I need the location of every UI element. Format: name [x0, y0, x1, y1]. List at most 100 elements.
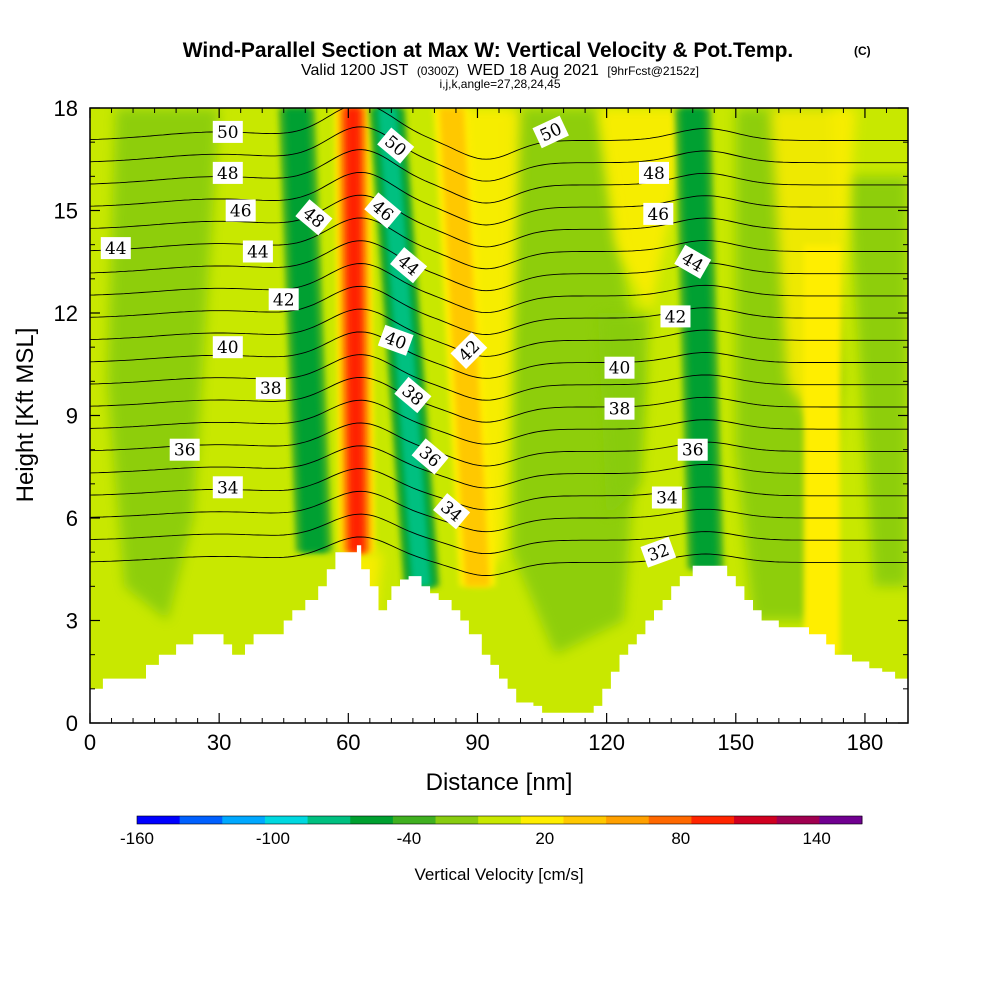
theta-label: 38 — [609, 400, 631, 420]
colorbar-swatch — [435, 816, 479, 824]
downdraft-band — [680, 108, 718, 570]
weak-downdraft-region — [107, 108, 220, 621]
theta-label-group: 34 — [433, 493, 471, 530]
x-tick-label: 180 — [847, 730, 884, 755]
theta-label-box — [364, 192, 402, 229]
colorbar-swatch — [563, 816, 607, 824]
theta-label-group: 38 — [604, 397, 635, 420]
theta-label-group: 50 — [532, 115, 569, 149]
colorbar-swatch — [819, 816, 863, 824]
x-tick-label: 0 — [84, 730, 96, 755]
theta-label: 40 — [609, 359, 631, 379]
theta-label: 42 — [665, 307, 687, 327]
colorbar-swatch — [392, 816, 437, 824]
theta-label: 44 — [105, 239, 127, 259]
theta-label-box — [651, 486, 682, 509]
theta-label-box — [377, 324, 414, 356]
colorbar-swatch — [137, 816, 181, 824]
x-tick-label: 150 — [717, 730, 754, 755]
theta-label-box — [255, 377, 286, 400]
theta-label-box — [212, 120, 243, 143]
theta-label-box — [169, 438, 200, 461]
colorbar-tick-label: 80 — [671, 829, 690, 848]
theta-contour-line — [90, 513, 908, 555]
colorbar-label: Vertical Velocity [cm/s] — [414, 865, 583, 884]
colorbar-frame — [136, 815, 863, 825]
chart-indices: i,j,k,angle=27,28,24,45 — [439, 77, 560, 91]
theta-label-group: 40 — [212, 336, 243, 359]
theta-label-group: 40 — [377, 324, 414, 356]
theta-contour-line — [90, 422, 908, 467]
theta-label-group: 38 — [255, 377, 286, 400]
colorbar-swatch — [350, 816, 394, 824]
theta-label-box — [242, 240, 273, 263]
y-tick-label: 9 — [66, 404, 78, 429]
theta-label-group: 36 — [169, 438, 200, 461]
theta-label-box — [100, 237, 131, 260]
colorbar: -160 -100 -40 20 80 140 — [120, 815, 863, 848]
subtitle-valid: Valid 1200 JST — [301, 62, 409, 79]
subtitle-date: WED 18 Aug 2021 — [467, 62, 599, 79]
theta-label-box — [212, 161, 243, 184]
y-tick-label: 6 — [66, 506, 78, 531]
theta-label-group: 40 — [604, 356, 635, 379]
theta-label-box — [433, 493, 471, 530]
theta-contour-line — [90, 126, 908, 182]
theta-contour-line — [90, 308, 908, 357]
x-tick-label: 30 — [207, 730, 231, 755]
theta-label-group: 34 — [212, 476, 243, 499]
colorbar-swatch — [734, 816, 778, 824]
theta-label-group: 38 — [394, 376, 432, 414]
colorbar-swatch — [222, 816, 266, 824]
x-axis-label: Distance [nm] — [426, 769, 573, 796]
theta-label: 38 — [260, 379, 282, 399]
colorbar-tick-label: 140 — [803, 829, 831, 848]
theta-contour-line — [90, 354, 908, 401]
theta-label: 34 — [656, 489, 678, 509]
colorbar-swatch — [520, 816, 564, 824]
theta-contour-line — [90, 171, 908, 226]
theta-contour-line — [90, 445, 908, 489]
theta-label-box — [674, 244, 712, 279]
theta-label-group: 44 — [242, 240, 273, 263]
subtitle-utc: (0300Z) — [417, 64, 459, 78]
theta-label-box — [640, 536, 677, 568]
theta-label: 50 — [217, 123, 239, 143]
colorbar-swatch — [691, 816, 735, 824]
colorbar-swatch — [606, 816, 650, 824]
theta-label-box — [604, 356, 635, 379]
colorbar-swatch — [648, 816, 692, 824]
theta-label-group: 48 — [212, 161, 243, 184]
theta-label-group: 42 — [660, 305, 691, 328]
colorbar-tick-label: 20 — [535, 829, 554, 848]
theta-label-box — [450, 332, 488, 369]
theta-contour-line — [90, 399, 908, 445]
colorbar-swatch — [179, 816, 223, 824]
theta-label: 44 — [247, 243, 269, 263]
colorbar-tick-label: -160 — [120, 829, 154, 848]
theta-label: 46 — [230, 202, 252, 222]
theta-label-group: 48 — [639, 161, 669, 184]
theta-label-box — [639, 161, 669, 184]
theta-label-box — [411, 438, 449, 475]
terrain-mask — [90, 545, 908, 723]
theta-label-box — [225, 199, 256, 222]
theta-label: 48 — [643, 164, 665, 184]
theta-contour-line — [90, 376, 908, 423]
y-axis-label: Height [Kft MSL] — [12, 328, 39, 503]
theta-label-group: 50 — [212, 120, 243, 143]
theta-label-box — [212, 476, 243, 499]
y-tick-label: 15 — [54, 199, 78, 224]
weak_updraft-band — [803, 244, 840, 655]
x-tick-label: 120 — [588, 730, 625, 755]
x-tick-label: 60 — [336, 730, 360, 755]
theta-contour-line — [90, 536, 908, 576]
theta-label-box — [677, 438, 708, 461]
theta-label: 36 — [682, 441, 704, 461]
theta-label-group: 46 — [225, 199, 256, 222]
colorbar-swatch — [264, 816, 309, 824]
